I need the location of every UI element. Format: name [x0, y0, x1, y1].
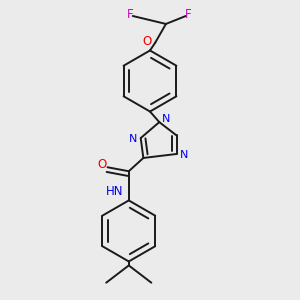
Text: O: O — [143, 35, 152, 48]
Text: HN: HN — [105, 184, 123, 198]
Text: N: N — [129, 134, 137, 144]
Text: O: O — [97, 158, 106, 171]
Text: F: F — [185, 8, 192, 21]
Text: F: F — [127, 8, 134, 21]
Text: N: N — [180, 150, 188, 160]
Text: N: N — [162, 114, 170, 124]
